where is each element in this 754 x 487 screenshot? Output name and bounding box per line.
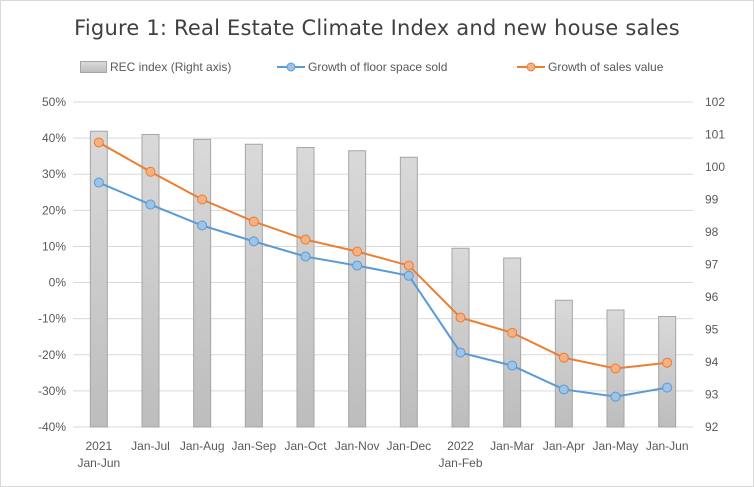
floor-space-point [455, 347, 466, 358]
sales-value-point [300, 234, 311, 245]
floor-space-point [352, 260, 363, 271]
left-axis-tick-label: -10% [38, 312, 66, 326]
sales-value-point [403, 260, 414, 271]
right-axis-tick-label: 98 [705, 225, 719, 239]
rec-index-bar [141, 134, 160, 428]
x-axis-tick-label: Jan-Jun [77, 456, 120, 470]
x-axis-tick-label: 2022 [447, 439, 474, 453]
legend-item-sales-value: Growth of sales value [517, 60, 663, 74]
right-axis-tick-label: 92 [705, 420, 719, 434]
sales-value-point [507, 327, 518, 338]
rec-index-bar [554, 299, 573, 428]
rec-index-bar [193, 138, 212, 428]
legend-label: Growth of floor space sold [308, 60, 448, 74]
floor-space-point [248, 236, 259, 247]
x-axis-tick-label: Jan-Jun [646, 439, 689, 453]
legend-item-floor-space: Growth of floor space sold [277, 60, 447, 74]
right-axis-tick-label: 93 [705, 388, 719, 402]
sales-value-point [197, 194, 208, 205]
left-axis-tick-label: 30% [42, 167, 66, 181]
chart-title: Figure 1: Real Estate Climate Index and … [74, 16, 680, 40]
x-axis-tick-label: Jan-Jul [131, 439, 170, 453]
legend-line-marker-blue [277, 62, 305, 72]
right-axis-tick-label: 101 [705, 128, 725, 142]
right-axis-tick-label: 99 [705, 193, 719, 207]
rec-index-bar [451, 247, 470, 428]
right-axis-tick-label: 100 [705, 160, 725, 174]
x-axis-tick-label: Jan-Mar [490, 439, 534, 453]
x-axis-tick-label: Jan-Apr [543, 439, 585, 453]
sales-value-point [248, 216, 259, 227]
sales-value-point [145, 166, 156, 177]
sales-value-point [352, 246, 363, 257]
rec-index-bar [89, 130, 108, 428]
floor-space-point [300, 251, 311, 262]
legend-line-marker-orange [517, 62, 545, 72]
floor-space-point [558, 384, 569, 395]
legend-bar-swatch [80, 61, 107, 73]
right-axis-tick-label: 96 [705, 290, 719, 304]
left-axis-tick-label: 10% [42, 239, 66, 253]
x-axis-tick-label: Jan-Aug [180, 439, 225, 453]
left-axis-tick-label: 0% [49, 276, 67, 290]
rec-index-bar [296, 147, 315, 428]
sales-value-point [93, 137, 104, 148]
floor-space-point [610, 391, 621, 402]
rec-index-bar [244, 143, 263, 428]
rec-index-bar [348, 150, 367, 428]
floor-space-point [197, 220, 208, 231]
x-axis-tick-label: Jan-Sep [231, 439, 276, 453]
left-axis-tick-label: -30% [38, 384, 66, 398]
sales-value-point [610, 363, 621, 374]
floor-space-point [93, 177, 104, 188]
legend: REC index (Right axis) Growth of floor s… [0, 60, 754, 80]
left-axis-tick-label: 50% [42, 95, 66, 109]
legend-item-rec-index: REC index (Right axis) [80, 60, 231, 74]
x-axis-tick-label: Jan-Nov [335, 439, 380, 453]
right-axis-tick-label: 97 [705, 258, 719, 272]
sales-value-line [98, 141, 668, 370]
left-axis-tick-label: -20% [38, 348, 66, 362]
floor-space-point [403, 270, 414, 281]
x-axis-tick-label: Jan-May [592, 439, 638, 453]
x-axis-tick-label: Jan-Oct [284, 439, 327, 453]
legend-label: REC index (Right axis) [110, 60, 232, 74]
rec-index-bar [658, 316, 677, 428]
legend-label: Growth of sales value [548, 60, 664, 74]
rec-index-bar [503, 257, 522, 428]
sales-value-point [558, 352, 569, 363]
floor-space-line [98, 181, 668, 398]
x-axis-tick-label: Jan-Dec [386, 439, 431, 453]
x-axis-tick-label: Jan-Feb [438, 456, 482, 470]
left-axis-tick-label: 40% [42, 131, 66, 145]
right-axis-tick-label: 102 [705, 95, 725, 109]
x-axis-tick-label: 2021 [85, 439, 112, 453]
sales-value-point [662, 357, 673, 368]
floor-space-point [145, 199, 156, 210]
rec-index-bar [399, 156, 418, 428]
right-axis-tick-label: 95 [705, 323, 719, 337]
floor-space-point [507, 360, 518, 371]
left-axis-tick-label: -40% [38, 420, 66, 434]
sales-value-point [455, 312, 466, 323]
floor-space-point [662, 382, 673, 393]
right-axis-tick-label: 94 [705, 355, 719, 369]
left-axis-tick-label: 20% [42, 203, 66, 217]
